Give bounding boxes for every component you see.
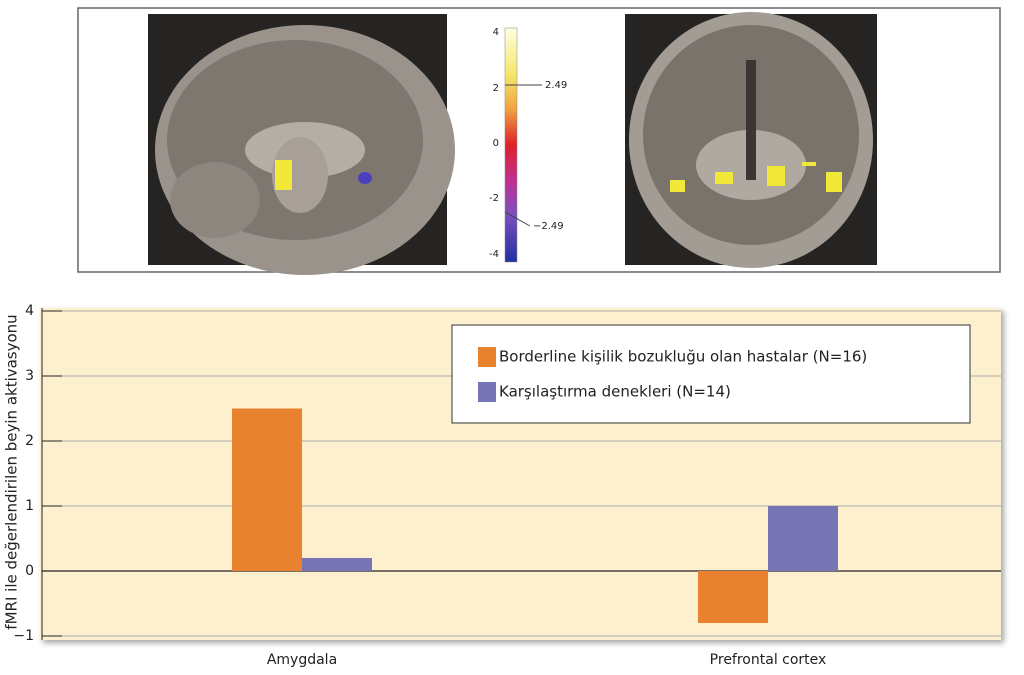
y-tick-label: 2 — [25, 433, 34, 449]
colorbar-tick: 0 — [493, 138, 499, 149]
colorbar-tick: -4 — [489, 249, 499, 260]
bar — [302, 558, 372, 571]
threshold-label: 2.49 — [545, 80, 567, 91]
y-tick-label: 4 — [25, 303, 34, 319]
bar — [232, 408, 302, 571]
legend — [451, 324, 971, 424]
x-tick-label: Prefrontal cortex — [710, 652, 827, 668]
y-axis-label: fMRI ile değerlendirilen beyin aktivasyo… — [3, 314, 21, 629]
legend-label: Karşılaştırma denekleri (N=14) — [499, 383, 731, 401]
threshold-label: −2.49 — [533, 221, 564, 232]
brain-figure: 4 2 0 -2 -4 2.49 −2.49 — [77, 7, 1001, 275]
x-tick-label: Amygdala — [267, 652, 337, 668]
bar — [698, 571, 768, 623]
legend-label: Borderline kişilik bozukluğu olan hastal… — [499, 348, 867, 366]
colorbar-tick: 2 — [493, 83, 499, 94]
y-tick-label: −1 — [13, 628, 34, 644]
sagittal-brain-image — [148, 14, 455, 275]
legend-swatch — [478, 347, 496, 367]
colorbar-tick: 4 — [493, 27, 499, 38]
y-tick-label: 1 — [25, 498, 34, 514]
y-tick-label: 0 — [25, 563, 34, 579]
colorbar — [504, 27, 542, 263]
legend-swatch — [478, 382, 496, 402]
colorbar-tick: -2 — [489, 193, 499, 204]
y-tick-label: 3 — [25, 368, 34, 384]
coronal-brain-image — [625, 12, 877, 268]
bar — [768, 506, 838, 571]
